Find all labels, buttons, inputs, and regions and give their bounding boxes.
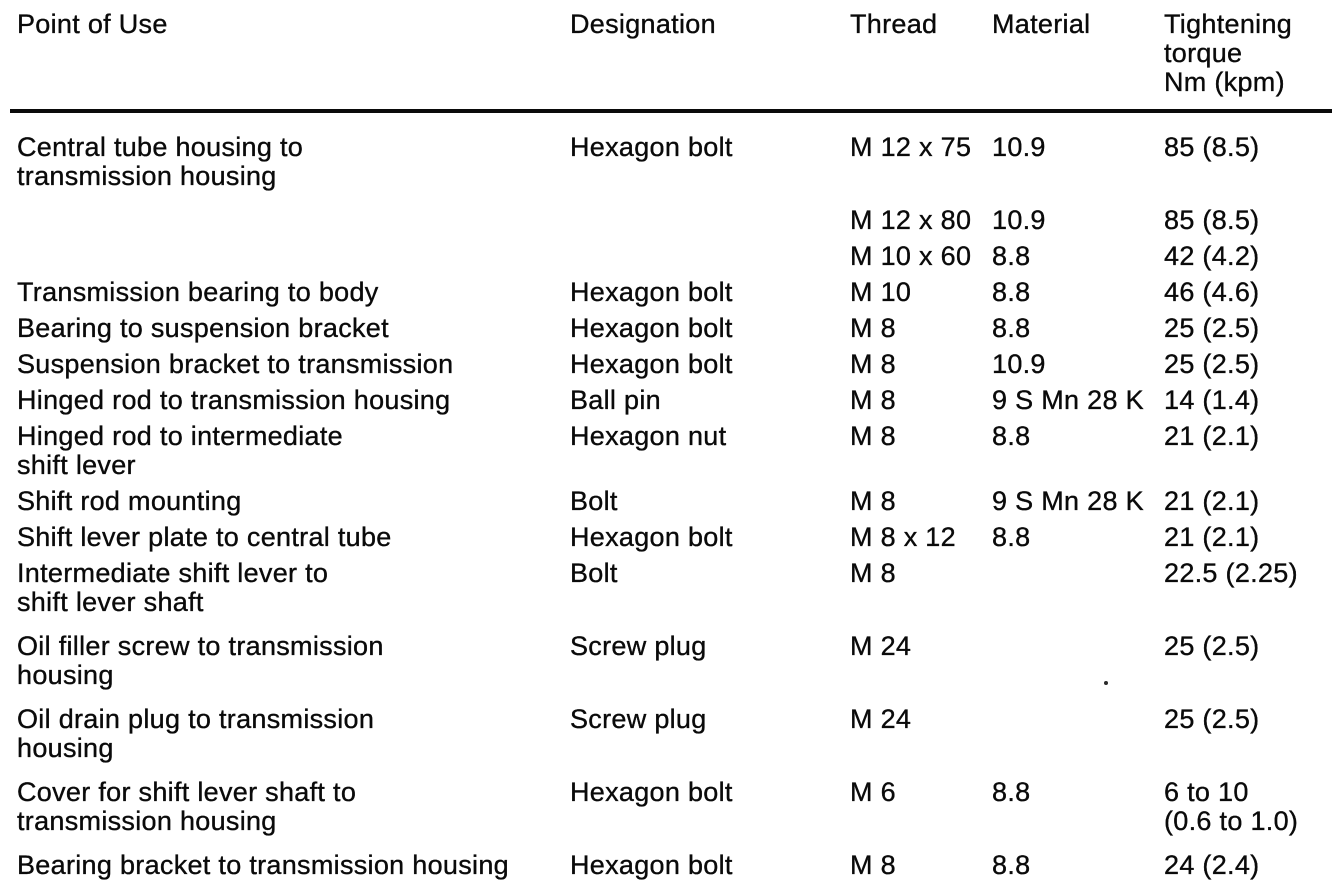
- table-row: Oil filler screw to transmission housing…: [17, 631, 1344, 690]
- cell-thread: M 8: [850, 421, 896, 451]
- cell-material: 8.8: [992, 777, 1031, 807]
- cell-thread: M 10 x 60: [850, 241, 972, 271]
- cell-material: 10.9: [992, 349, 1046, 379]
- cell-point-of-use: Intermediate shift lever to shift lever …: [17, 558, 329, 617]
- cell-material: 9 S Mn 28 K: [992, 385, 1144, 415]
- cell-torque: 21 (2.1): [1164, 486, 1260, 516]
- cell-thread: M 24: [850, 704, 912, 734]
- cell-designation: Ball pin: [570, 385, 661, 415]
- cell-thread: M 12 x 75: [850, 132, 972, 162]
- cell-material: 8.8: [992, 421, 1031, 451]
- cell-torque: 25 (2.5): [1164, 631, 1260, 661]
- cell-point-of-use: Hinged rod to intermediate shift lever: [17, 421, 343, 480]
- cell-torque: 22.5 (2.25): [1164, 558, 1298, 588]
- table-row: Central tube housing to transmission hou…: [17, 132, 1344, 191]
- table-row: Shift lever plate to central tube Hexagon…: [17, 522, 1344, 552]
- cell-material: 10.9: [992, 205, 1046, 235]
- cell-thread: M 24: [850, 631, 912, 661]
- table-row: Cover for shift lever shaft to transmiss…: [17, 777, 1344, 836]
- cell-torque: 85 (8.5): [1164, 132, 1260, 162]
- cell-point-of-use: Oil drain plug to transmission housing: [17, 704, 375, 763]
- column-header-tightening-torque: Tightening torque Nm (kpm): [1164, 9, 1293, 97]
- column-header-point-of-use: Point of Use: [17, 9, 168, 39]
- table-row: Oil drain plug to transmission housing Sc…: [17, 704, 1344, 763]
- cell-thread: M 8: [850, 850, 896, 880]
- cell-material: 8.8: [992, 313, 1031, 343]
- cell-designation: Hexagon bolt: [570, 850, 733, 880]
- cell-point-of-use: Hinged rod to transmission housing: [17, 385, 451, 415]
- cell-torque: 25 (2.5): [1164, 704, 1260, 734]
- cell-thread: M 8 x 12: [850, 522, 956, 552]
- cell-thread: M 8: [850, 558, 896, 588]
- cell-point-of-use: Shift lever plate to central tube: [17, 522, 392, 552]
- table-row: Suspension bracket to transmission Hexago…: [17, 349, 1344, 379]
- table-row: Shift rod mounting Bolt M 8 9 S Mn 28 K 21 (…: [17, 486, 1344, 516]
- cell-point-of-use: Central tube housing to transmission hou…: [17, 132, 304, 191]
- cell-designation: Screw plug: [570, 704, 707, 734]
- cell-material: 10.9: [992, 132, 1046, 162]
- table-row: Intermediate shift lever to shift lever …: [17, 558, 1344, 617]
- cell-thread: M 8: [850, 385, 896, 415]
- cell-thread: M 8: [850, 486, 896, 516]
- cell-material: 8.8: [992, 522, 1031, 552]
- cell-point-of-use: Cover for shift lever shaft to transmiss…: [17, 777, 357, 836]
- cell-point-of-use: Bearing to suspension bracket: [17, 313, 389, 343]
- cell-material: 8.8: [992, 850, 1031, 880]
- cell-thread: M 6: [850, 777, 896, 807]
- table-body: Central tube housing to transmission hou…: [17, 132, 1344, 880]
- cell-torque: 21 (2.1): [1164, 421, 1260, 451]
- table-row: Hinged rod to transmission housing Ball p…: [17, 385, 1344, 415]
- cell-torque: 85 (8.5): [1164, 205, 1260, 235]
- cell-thread: M 10: [850, 277, 912, 307]
- table-row: M 10 x 60 8.8 42 (4.2): [17, 241, 1344, 271]
- cell-designation: Hexagon bolt: [570, 522, 733, 552]
- cell-designation: Hexagon bolt: [570, 132, 733, 162]
- column-header-material: Material: [992, 9, 1091, 39]
- table-row: Bearing to suspension bracket Hexagon bol…: [17, 313, 1344, 343]
- table-row: Transmission bearing to body Hexagon bolt…: [17, 277, 1344, 307]
- scan-speck: [1104, 681, 1108, 685]
- cell-material: 9 S Mn 28 K: [992, 486, 1144, 516]
- cell-torque: 24 (2.4): [1164, 850, 1260, 880]
- cell-point-of-use: Suspension bracket to transmission: [17, 349, 454, 379]
- cell-material: 8.8: [992, 277, 1031, 307]
- cell-designation: Hexagon bolt: [570, 349, 733, 379]
- cell-torque: 6 to 10 (0.6 to 1.0): [1164, 777, 1299, 836]
- cell-point-of-use: Shift rod mounting: [17, 486, 242, 516]
- cell-torque: 46 (4.6): [1164, 277, 1260, 307]
- cell-torque: 14 (1.4): [1164, 385, 1260, 415]
- table-row: Bearing bracket to transmission housing H…: [17, 850, 1344, 880]
- cell-material: 8.8: [992, 241, 1031, 271]
- table-header-row: Point of Use Designation Thread Material…: [17, 9, 1344, 97]
- table-row: M 12 x 80 10.9 85 (8.5): [17, 205, 1344, 235]
- cell-thread: M 8: [850, 349, 896, 379]
- header-divider-rule: [10, 109, 1332, 113]
- cell-designation: Hexagon bolt: [570, 313, 733, 343]
- column-header-designation: Designation: [570, 9, 716, 39]
- cell-torque: 42 (4.2): [1164, 241, 1260, 271]
- cell-designation: Hexagon bolt: [570, 777, 733, 807]
- cell-point-of-use: Oil filler screw to transmission housing: [17, 631, 384, 690]
- cell-thread: M 12 x 80: [850, 205, 972, 235]
- cell-thread: M 8: [850, 313, 896, 343]
- table-row: Hinged rod to intermediate shift lever He…: [17, 421, 1344, 480]
- cell-designation: Hexagon bolt: [570, 277, 733, 307]
- cell-torque: 25 (2.5): [1164, 313, 1260, 343]
- cell-designation: Bolt: [570, 558, 618, 588]
- cell-torque: 25 (2.5): [1164, 349, 1260, 379]
- cell-designation: Bolt: [570, 486, 618, 516]
- cell-designation: Screw plug: [570, 631, 707, 661]
- column-header-thread: Thread: [850, 9, 938, 39]
- cell-point-of-use: Bearing bracket to transmission housing: [17, 850, 509, 880]
- cell-torque: 21 (2.1): [1164, 522, 1260, 552]
- cell-point-of-use: Transmission bearing to body: [17, 277, 379, 307]
- cell-designation: Hexagon nut: [570, 421, 727, 451]
